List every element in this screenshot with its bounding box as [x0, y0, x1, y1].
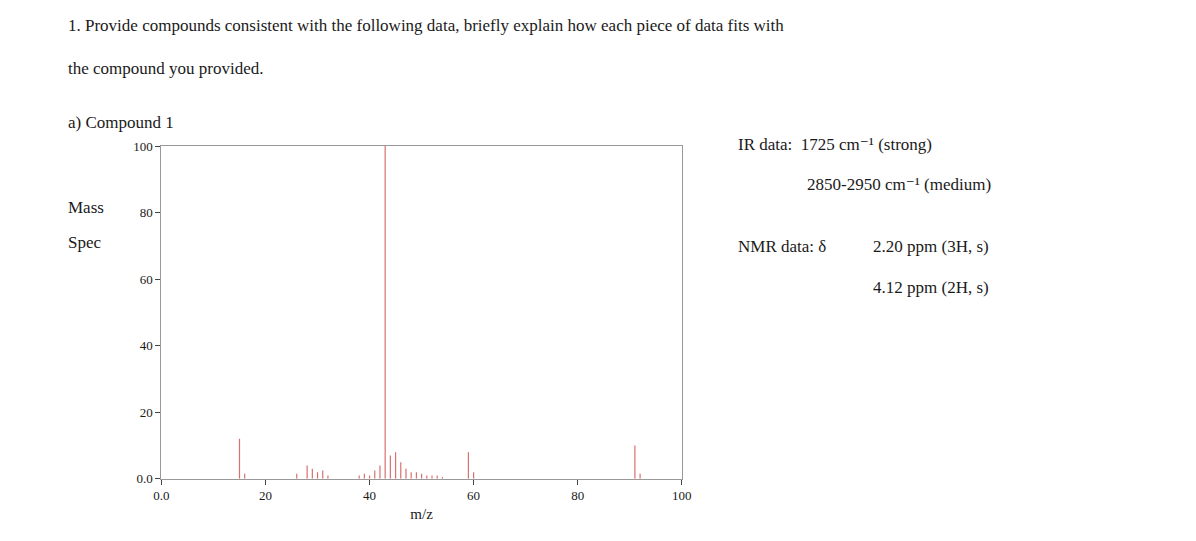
svg-text:Spec: Spec: [68, 233, 102, 252]
svg-text:60: 60: [467, 488, 480, 503]
svg-text:m/z: m/z: [410, 506, 433, 522]
svg-text:20: 20: [259, 488, 272, 503]
svg-text:20: 20: [140, 405, 153, 420]
svg-text:80: 80: [571, 488, 584, 503]
svg-text:0.0: 0.0: [153, 488, 169, 503]
svg-text:2.20 ppm (3H, s): 2.20 ppm (3H, s): [873, 237, 989, 256]
svg-text:IR data: 1725 cm⁻¹ (strong): IR data: 1725 cm⁻¹ (strong): [738, 135, 932, 154]
svg-text:a) Compound 1: a) Compound 1: [68, 113, 174, 132]
svg-text:40: 40: [363, 488, 376, 503]
svg-text:60: 60: [140, 272, 153, 287]
svg-text:0.0: 0.0: [137, 471, 153, 486]
svg-text:NMR data: δ: NMR data: δ: [738, 237, 826, 256]
svg-text:40: 40: [140, 338, 153, 353]
svg-text:100: 100: [133, 139, 153, 154]
svg-text:Mass: Mass: [68, 198, 104, 217]
svg-text:80: 80: [140, 205, 153, 220]
svg-text:4.12 ppm (2H, s): 4.12 ppm (2H, s): [873, 278, 989, 297]
svg-text:100: 100: [672, 488, 692, 503]
svg-text:the compound you provided.: the compound you provided.: [68, 59, 263, 78]
svg-text:1. Provide compounds consisten: 1. Provide compounds consistent with the…: [68, 16, 784, 35]
svg-text:2850-2950 cm⁻¹ (medium): 2850-2950 cm⁻¹ (medium): [807, 175, 991, 194]
